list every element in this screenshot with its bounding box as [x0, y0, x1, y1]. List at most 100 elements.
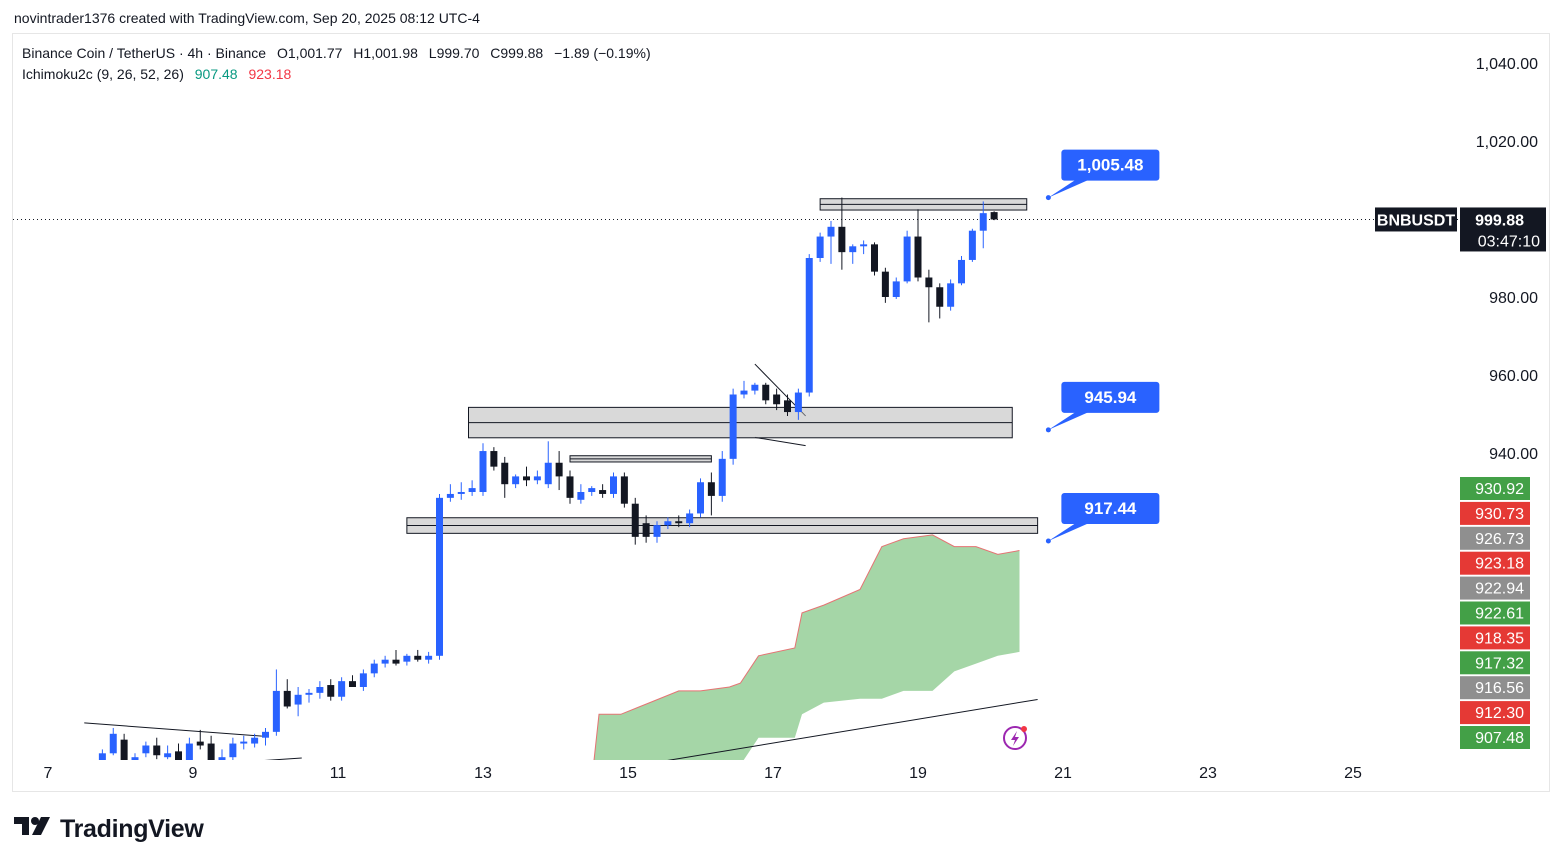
candle: [425, 651, 433, 664]
candle-body: [164, 753, 172, 758]
candle: [109, 727, 117, 756]
candle-body: [675, 521, 683, 524]
candle-body: [207, 743, 215, 760]
price-scale-badge-bg: [1460, 526, 1530, 550]
candle: [773, 388, 781, 411]
indicator-name: Ichimoku2c (9, 26, 52, 26): [22, 66, 184, 82]
candle-body: [871, 244, 878, 272]
x-tick-label: 17: [764, 765, 782, 782]
price-scale-badge-bg: [1460, 626, 1530, 650]
price-scale-badge-label: 918.35: [1475, 630, 1524, 647]
flash-icon[interactable]: [1003, 726, 1027, 750]
trendline: [84, 722, 262, 737]
candle: [675, 515, 683, 528]
candle-body: [272, 690, 280, 732]
legend-symbol-line: Binance Coin / TetherUS · 4h · Binance O…: [22, 45, 651, 61]
price-scale-badge: 918.35: [1460, 626, 1530, 650]
callout-box: [1061, 149, 1160, 181]
indicator-value-2: 923.18: [248, 66, 292, 82]
callout-anchor: [1045, 195, 1051, 201]
candle: [664, 517, 672, 530]
candle: [446, 484, 454, 502]
candles: [34, 197, 998, 815]
candle: [686, 509, 694, 528]
price-scale-badge-label: 917.32: [1475, 655, 1524, 672]
candle-body: [892, 281, 900, 297]
candle: [131, 753, 139, 760]
x-tick-label: 7: [44, 765, 53, 782]
candle-body: [914, 236, 922, 278]
candle: [77, 767, 84, 783]
price-scale-badge-bg: [1460, 501, 1530, 525]
candle-body: [109, 733, 117, 754]
candle: [294, 687, 302, 717]
candle-body: [642, 523, 650, 537]
price-scale-badges: BNBUSDT 999.88 03:47:10 930.92 930.73 926.73 9…: [1375, 207, 1546, 749]
candle: [762, 382, 770, 405]
price-scale-badge-label: 926.73: [1475, 531, 1524, 548]
cloud-area: [594, 534, 1020, 760]
candle-body: [77, 771, 84, 779]
candle-body: [610, 476, 617, 494]
y-tick-label: 1,040.00: [1476, 56, 1538, 73]
top-caption: novintrader1376 created with TradingView…: [14, 10, 480, 26]
candle: [120, 733, 128, 760]
candle: [697, 478, 704, 518]
candle-body: [196, 741, 204, 746]
last-price-value: 999.88: [1475, 212, 1524, 229]
candle: [599, 484, 607, 498]
tradingview-logo[interactable]: TradingView: [14, 815, 204, 844]
candle: [936, 283, 944, 319]
candle: [990, 211, 998, 221]
candle-body: [990, 212, 998, 220]
price-scale-badge: 916.56: [1460, 676, 1530, 700]
candle: [838, 197, 846, 270]
candle: [958, 256, 965, 286]
candle: [653, 521, 661, 543]
candle: [577, 484, 585, 504]
last-price-badge-bg: [1460, 207, 1546, 252]
candle-body: [305, 692, 313, 695]
y-tick-label: 980.00: [1489, 290, 1538, 307]
candle: [631, 497, 639, 545]
candle: [414, 649, 422, 662]
candle-body: [512, 476, 520, 485]
price-scale-badge-label: 912.30: [1475, 705, 1524, 722]
candle-body: [218, 757, 226, 760]
trendline: [754, 436, 806, 447]
candle-body: [66, 779, 73, 800]
candle-body: [175, 751, 182, 760]
x-tick-label: 25: [1344, 765, 1362, 782]
candle: [370, 659, 378, 678]
callout-anchor: [1045, 427, 1051, 433]
candle-body: [338, 681, 346, 697]
candle: [816, 232, 824, 262]
candle: [251, 733, 259, 748]
price-callout: 945.94: [1045, 381, 1160, 433]
candle: [903, 230, 911, 284]
candle: [740, 380, 748, 399]
candle: [610, 472, 617, 498]
candle-body: [523, 476, 530, 481]
candle: [784, 394, 791, 416]
candle-body: [805, 258, 813, 393]
candle-body: [903, 236, 911, 282]
candle: [66, 777, 73, 806]
candle: [718, 451, 726, 502]
candle: [729, 388, 737, 465]
x-tick-label: 9: [189, 765, 198, 782]
trendline: [667, 698, 1038, 760]
candle-body: [718, 458, 726, 496]
callout-label: 1,005.48: [1077, 156, 1143, 175]
candle: [914, 209, 922, 282]
price-scale-badge: 912.30: [1460, 701, 1530, 725]
candle-body: [479, 451, 487, 492]
candle: [34, 808, 41, 815]
candle-body: [283, 690, 291, 707]
candle-body: [370, 663, 378, 674]
callout-box: [1061, 381, 1160, 413]
x-tick-label: 15: [619, 765, 637, 782]
candle: [262, 727, 269, 746]
candle: [349, 675, 356, 687]
